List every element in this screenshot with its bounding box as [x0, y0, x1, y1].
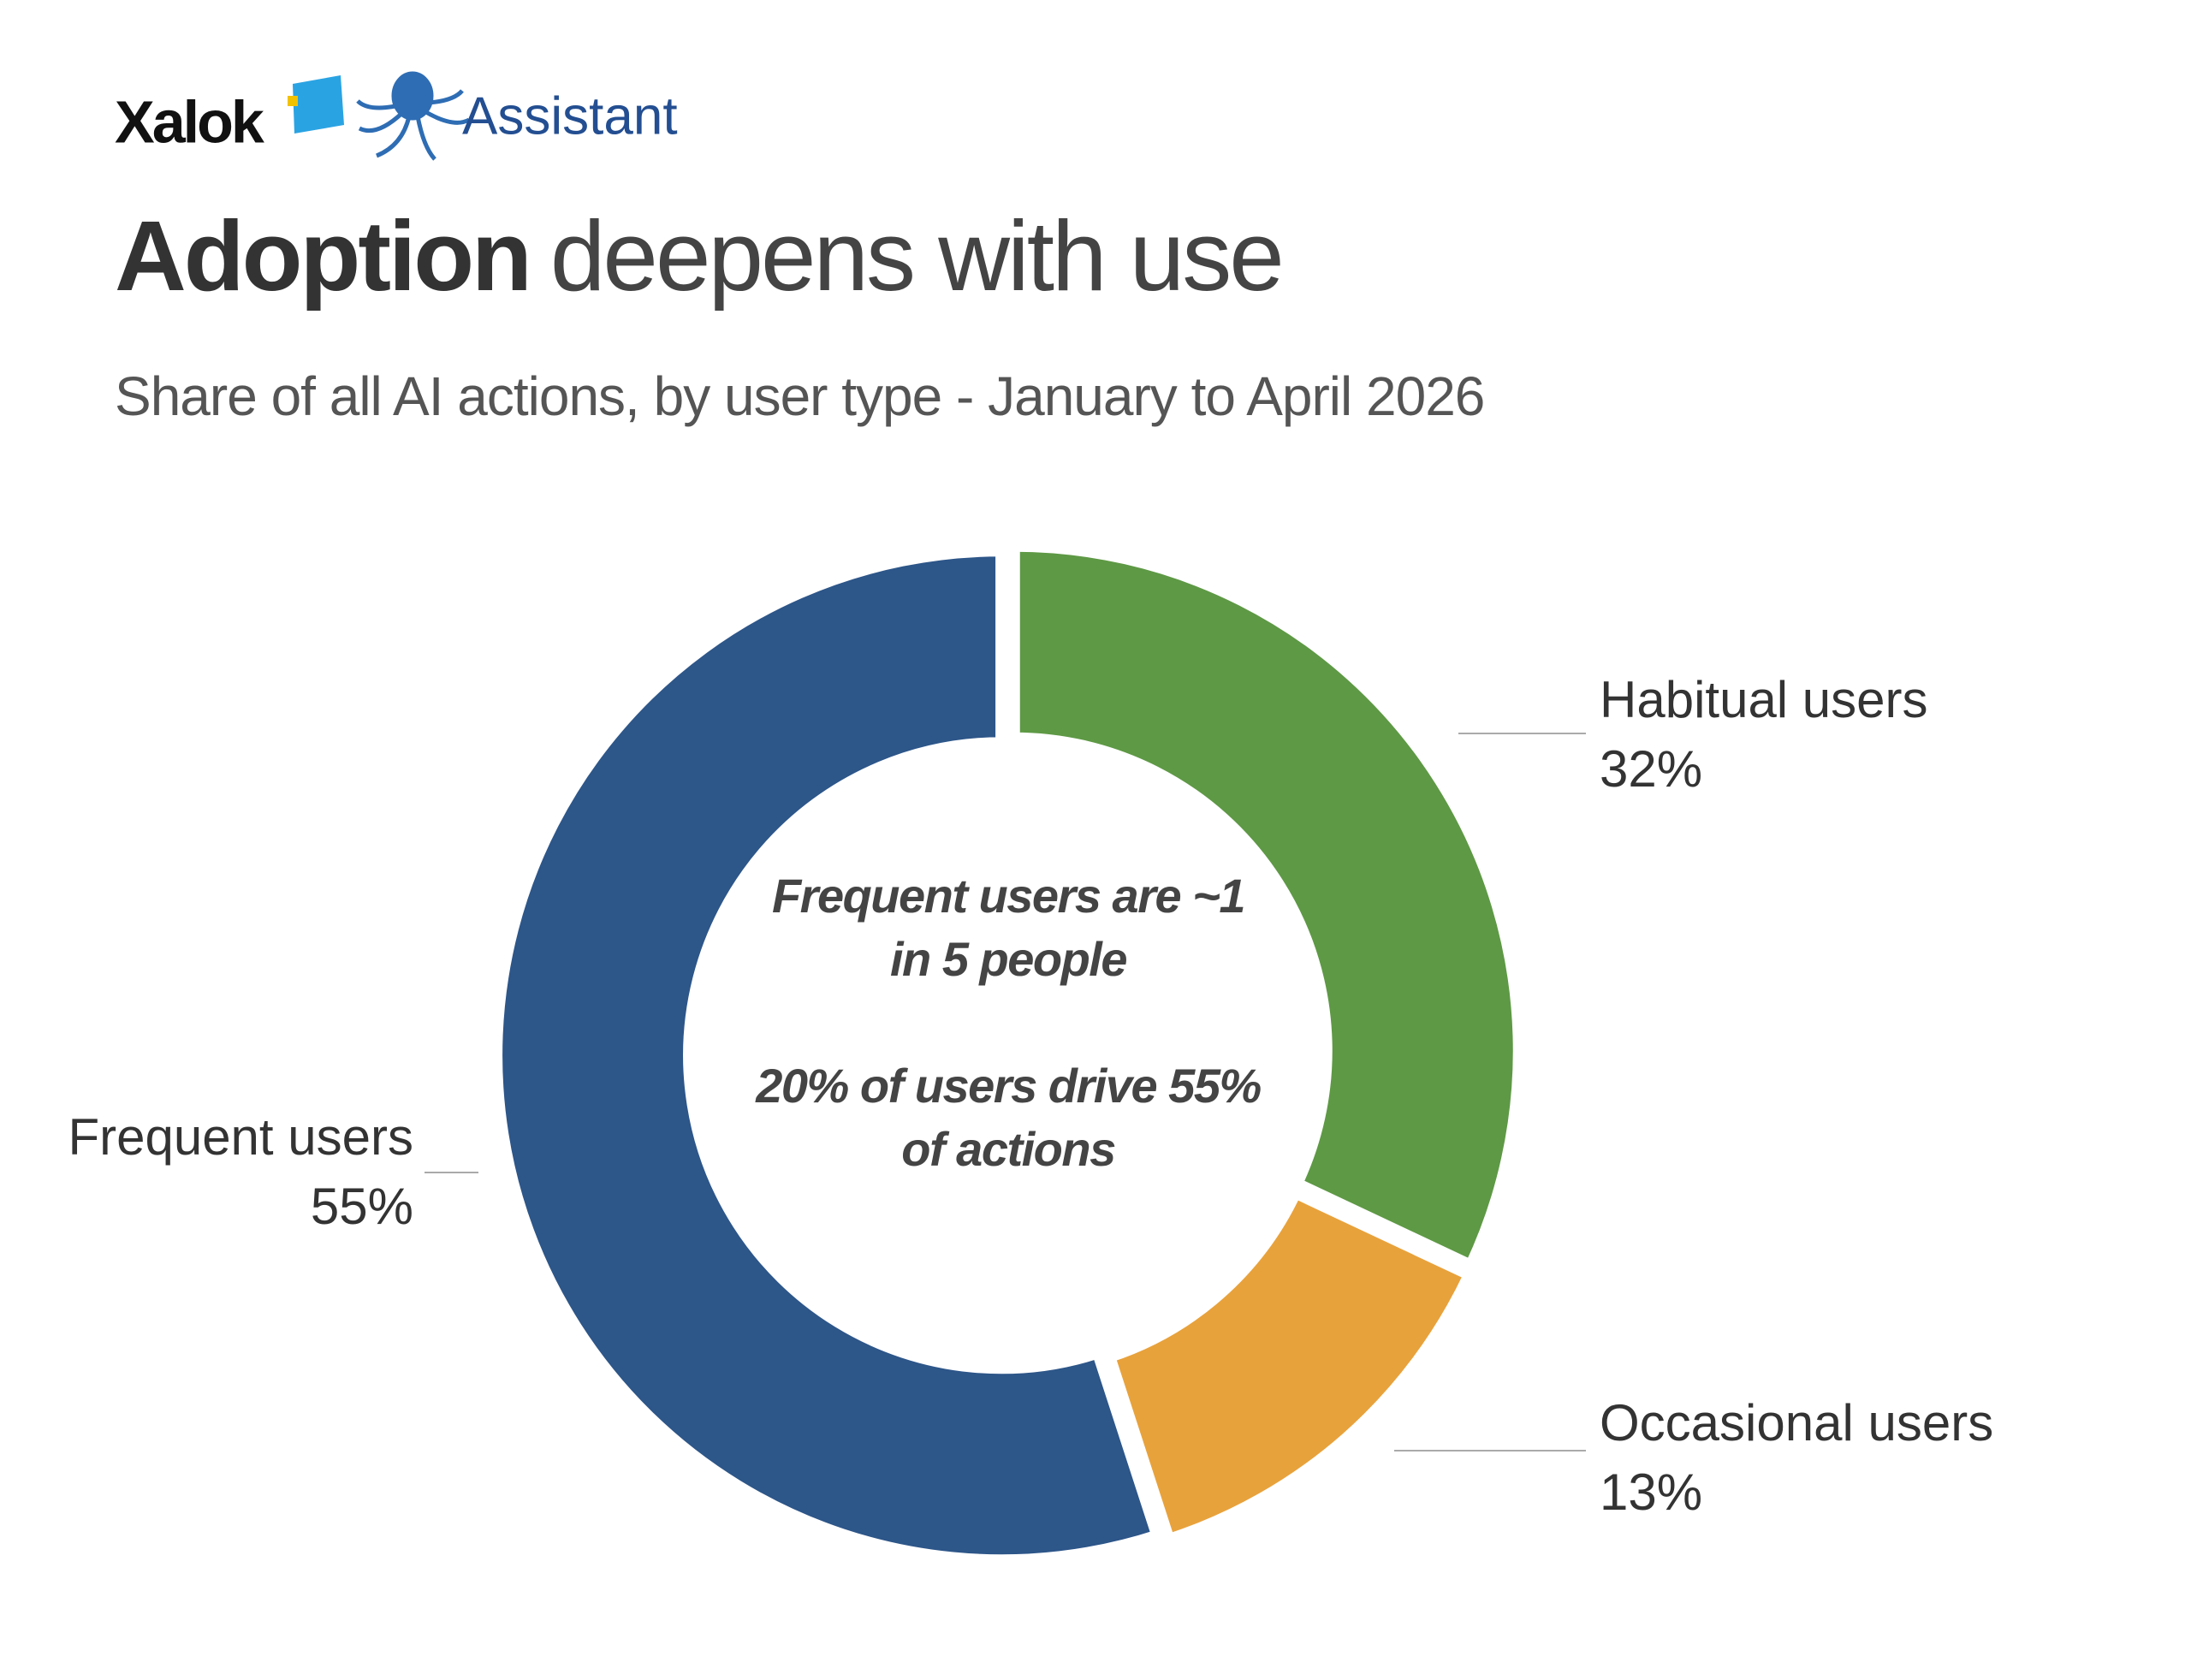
center-annotation: Frequent users are ~1 in 5 people 20% of …: [747, 864, 1269, 1244]
chart-subtitle: Share of all AI actions, by user type - …: [115, 365, 1484, 427]
donut-slice: [490, 544, 1166, 1567]
category-label: Frequent users: [68, 1108, 413, 1166]
annotation: 20% of users drive 55% of actions: [756, 1059, 1262, 1176]
donut-slice: [1101, 1184, 1478, 1547]
title-emphasis: Adoption: [115, 200, 530, 312]
octopus-icon: [356, 71, 471, 161]
chart-title: Adoption deepens with use: [115, 200, 1282, 312]
annotation: Frequent users are ~1 in 5 people: [771, 869, 1246, 986]
donut-slice: [1007, 539, 1525, 1274]
value-label: 32%: [1600, 740, 1702, 798]
value-label: 55%: [311, 1178, 413, 1235]
value-label: 13%: [1600, 1463, 1702, 1521]
category-label: Habitual users: [1600, 671, 1928, 728]
logo-mark: [293, 75, 344, 134]
title-rest: deepens with use: [550, 200, 1282, 312]
logo-text: Xalok: [115, 88, 264, 155]
category-label: Occasional users: [1600, 1394, 1993, 1451]
logo-accent: [288, 96, 298, 106]
product-name: Assistant: [462, 86, 678, 145]
